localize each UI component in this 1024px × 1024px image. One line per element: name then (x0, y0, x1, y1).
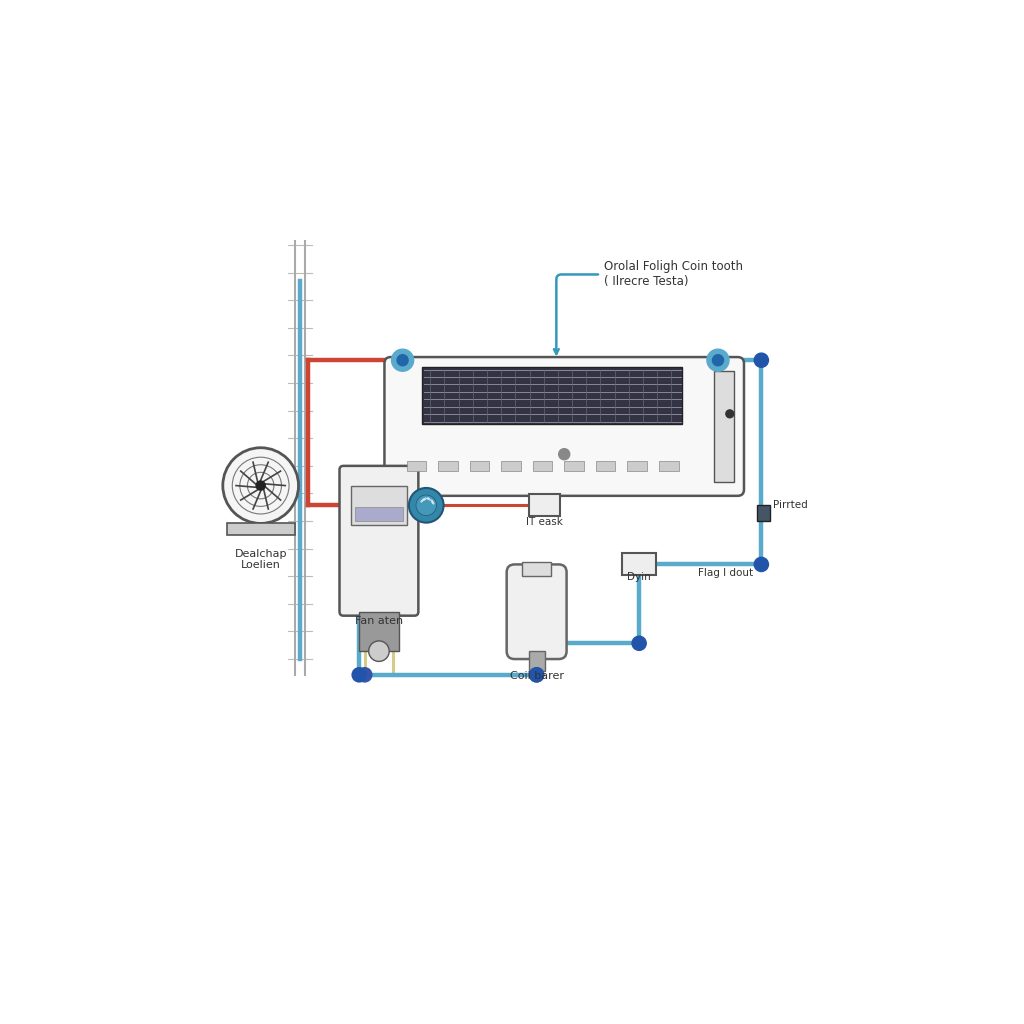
Circle shape (223, 447, 299, 523)
Bar (532, 461, 552, 471)
Bar (355, 507, 402, 521)
Text: Fan aten: Fan aten (355, 615, 403, 626)
Circle shape (529, 668, 544, 682)
FancyBboxPatch shape (507, 564, 566, 659)
Circle shape (391, 349, 414, 372)
Bar (351, 485, 407, 525)
Bar (359, 611, 398, 651)
Bar (564, 461, 584, 471)
Text: Coil barer: Coil barer (510, 671, 563, 681)
Bar (407, 461, 426, 471)
Circle shape (707, 349, 729, 372)
Circle shape (713, 354, 724, 366)
Bar (395, 370, 742, 496)
Circle shape (256, 481, 265, 490)
Text: Pirrted: Pirrted (773, 500, 808, 510)
Bar (226, 523, 295, 536)
Bar (422, 368, 682, 424)
Bar (522, 562, 551, 577)
Circle shape (755, 557, 768, 571)
FancyBboxPatch shape (384, 357, 744, 496)
Bar (528, 651, 545, 671)
Bar (596, 461, 615, 471)
Bar (628, 461, 647, 471)
Circle shape (632, 636, 646, 650)
Circle shape (755, 353, 768, 368)
Text: Flag I dout: Flag I dout (698, 568, 754, 579)
Circle shape (369, 641, 389, 662)
Bar (714, 372, 734, 481)
Circle shape (357, 668, 372, 682)
Circle shape (529, 668, 544, 682)
Circle shape (726, 410, 734, 418)
Text: IT eask: IT eask (526, 517, 563, 527)
Text: Dyin: Dyin (628, 572, 651, 583)
Bar (622, 553, 656, 575)
Circle shape (416, 495, 436, 515)
Text: Dealchap
Loelien: Dealchap Loelien (234, 549, 287, 570)
Text: Orolal Foligh Coin tooth
( Ilrecre Testa): Orolal Foligh Coin tooth ( Ilrecre Testa… (554, 260, 742, 354)
Bar (528, 495, 560, 516)
Circle shape (352, 668, 367, 682)
Bar (470, 461, 489, 471)
Bar (758, 505, 770, 521)
Bar (658, 461, 679, 471)
Bar (438, 461, 458, 471)
Circle shape (409, 488, 443, 522)
FancyBboxPatch shape (340, 466, 419, 615)
Bar (501, 461, 521, 471)
Circle shape (559, 449, 569, 460)
Circle shape (397, 354, 409, 366)
